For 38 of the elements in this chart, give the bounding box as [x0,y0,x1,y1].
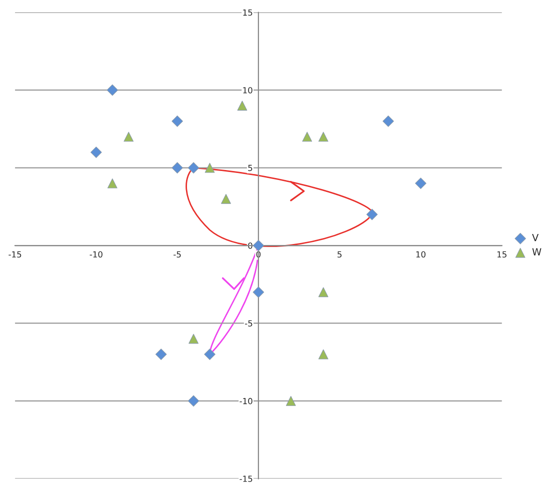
point [107,178,118,188]
x-tick-label: -10 [90,251,102,258]
point [204,348,216,360]
x-tick-label: -15 [8,251,22,258]
x-tick-label: 10 [416,251,426,258]
point [188,395,200,407]
point [90,146,102,158]
x-tick-label: 5 [338,251,342,258]
point [188,162,200,174]
point [252,286,264,298]
y-tick-label: -5 [244,320,252,327]
point [415,178,426,190]
point [124,132,134,142]
point [106,84,118,96]
point [318,287,328,298]
point [221,194,231,204]
y-tick-label: 15 [243,9,252,16]
point [155,348,167,360]
x-tick-label: -5 [174,251,181,258]
point [252,240,264,252]
point [286,396,296,406]
point [382,116,394,127]
point [318,349,328,360]
point [302,132,312,142]
y-tick-label: 10 [243,87,252,94]
point [172,116,183,127]
x-tick-label: 15 [497,251,506,258]
point [318,132,328,142]
point [188,334,198,344]
y-tick-label: 5 [248,164,252,172]
y-tick-label: -10 [240,398,252,404]
point [366,208,378,220]
point [172,162,183,174]
legend-label: W [532,248,542,256]
y-tick-label: -15 [240,476,252,482]
legend-label: V [532,234,539,242]
point [204,162,215,173]
point [237,100,248,111]
